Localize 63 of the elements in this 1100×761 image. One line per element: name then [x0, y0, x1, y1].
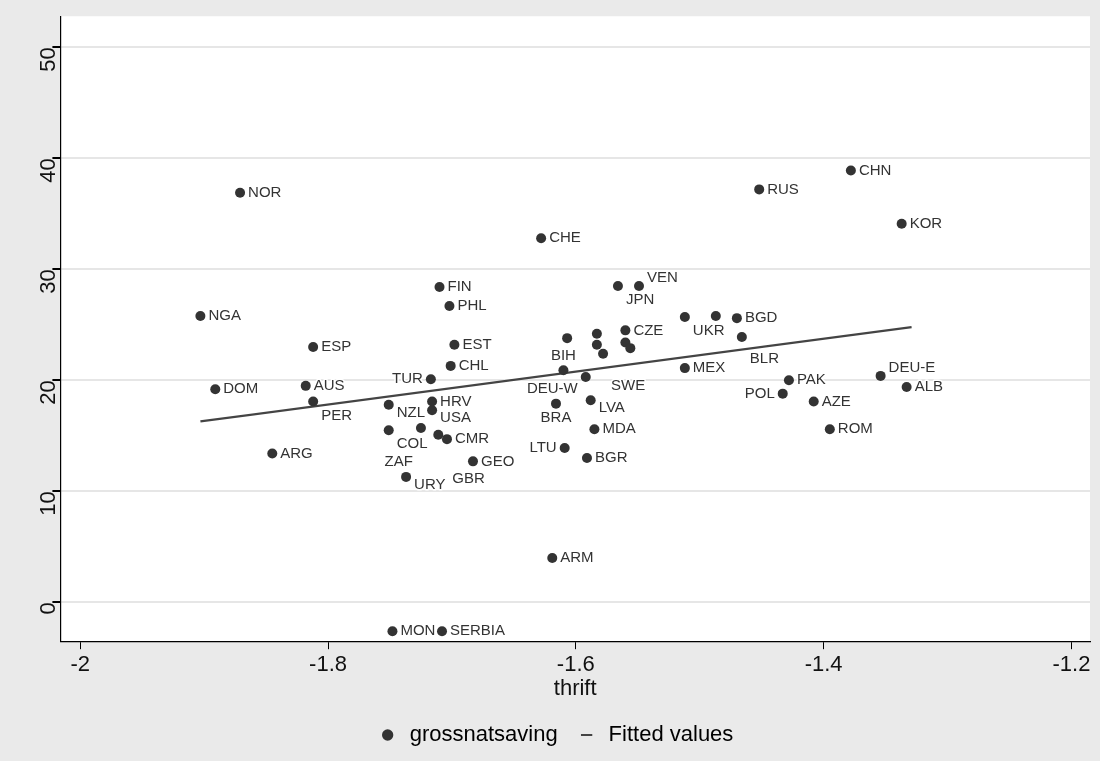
- annotation: CHL: [458, 356, 489, 374]
- annotation: GEO: [480, 451, 515, 469]
- annotation: CZE: [633, 320, 664, 338]
- annotation: COL: [396, 434, 428, 452]
- y-tick-label: 20: [35, 380, 61, 405]
- annotation: ZAF: [384, 452, 413, 470]
- annotation: MON: [400, 621, 436, 639]
- annotation: POL: [744, 383, 775, 401]
- annotation: PER: [321, 405, 353, 423]
- annotation: MEX: [692, 358, 726, 376]
- x-axis-title: thrift: [553, 674, 597, 700]
- y-tick-label: 50: [35, 47, 61, 72]
- x-tick-label: -2: [70, 651, 91, 677]
- annotation: BGR: [594, 448, 628, 466]
- y-tick-label: 10: [35, 491, 61, 516]
- annotation: UKR: [692, 321, 725, 339]
- annotation: BGD: [744, 308, 778, 326]
- annotation: USA: [440, 408, 471, 426]
- annotation: PHL: [457, 296, 487, 314]
- annotation: NGA: [208, 306, 241, 324]
- annotation: TUR: [392, 369, 424, 387]
- annotation: BRA: [540, 407, 572, 425]
- annotation: CHE: [549, 228, 581, 246]
- annotation: RUS: [767, 179, 799, 197]
- annotation: JPN: [625, 290, 655, 308]
- annotation: KOR: [909, 213, 943, 231]
- x-tick-label: -1.2: [1052, 651, 1091, 677]
- legend-label: Fitted values: [608, 721, 734, 747]
- annotation: SERBIA: [450, 621, 506, 639]
- annotation: EST: [462, 334, 492, 352]
- annotation: FIN: [447, 277, 472, 295]
- annotation: SWE: [611, 375, 646, 393]
- annotation: ARG: [280, 443, 313, 461]
- annotation: NZL: [396, 402, 426, 420]
- annotation: LTU: [529, 438, 557, 456]
- annotation: LVA: [598, 398, 625, 416]
- annotation: DOM: [223, 379, 259, 397]
- annotation: ARM: [560, 548, 594, 566]
- x-tick-label: -1.4: [804, 651, 843, 677]
- annotation: HRV: [440, 391, 472, 409]
- legend-label: grossnatsaving: [409, 721, 558, 747]
- annotation: DEU-W: [526, 379, 579, 397]
- annotation: GBR: [452, 468, 485, 486]
- annotation: CMR: [454, 429, 490, 447]
- annotation: ALB: [914, 377, 943, 395]
- annotation: VEN: [647, 268, 678, 286]
- annotation: AUS: [313, 376, 345, 394]
- annotation: MDA: [602, 419, 636, 437]
- annotation: ESP: [321, 337, 352, 355]
- annotation: DEU-E: [888, 358, 936, 376]
- annotation: BLR: [749, 349, 780, 367]
- x-tick-label: -1.6: [556, 651, 595, 677]
- x-tick-label: -1.8: [309, 651, 347, 677]
- annotation: CHN: [858, 160, 892, 178]
- y-tick-label: 30: [35, 269, 61, 294]
- y-tick-label: 40: [35, 158, 61, 183]
- annotation: PAK: [796, 370, 826, 388]
- annotation: ROM: [837, 419, 873, 437]
- annotation: URY: [414, 475, 446, 493]
- y-tick-label: 0: [35, 602, 61, 615]
- annotation: AZE: [821, 391, 851, 409]
- annotation: BIH: [550, 346, 576, 364]
- annotation: NOR: [248, 182, 282, 200]
